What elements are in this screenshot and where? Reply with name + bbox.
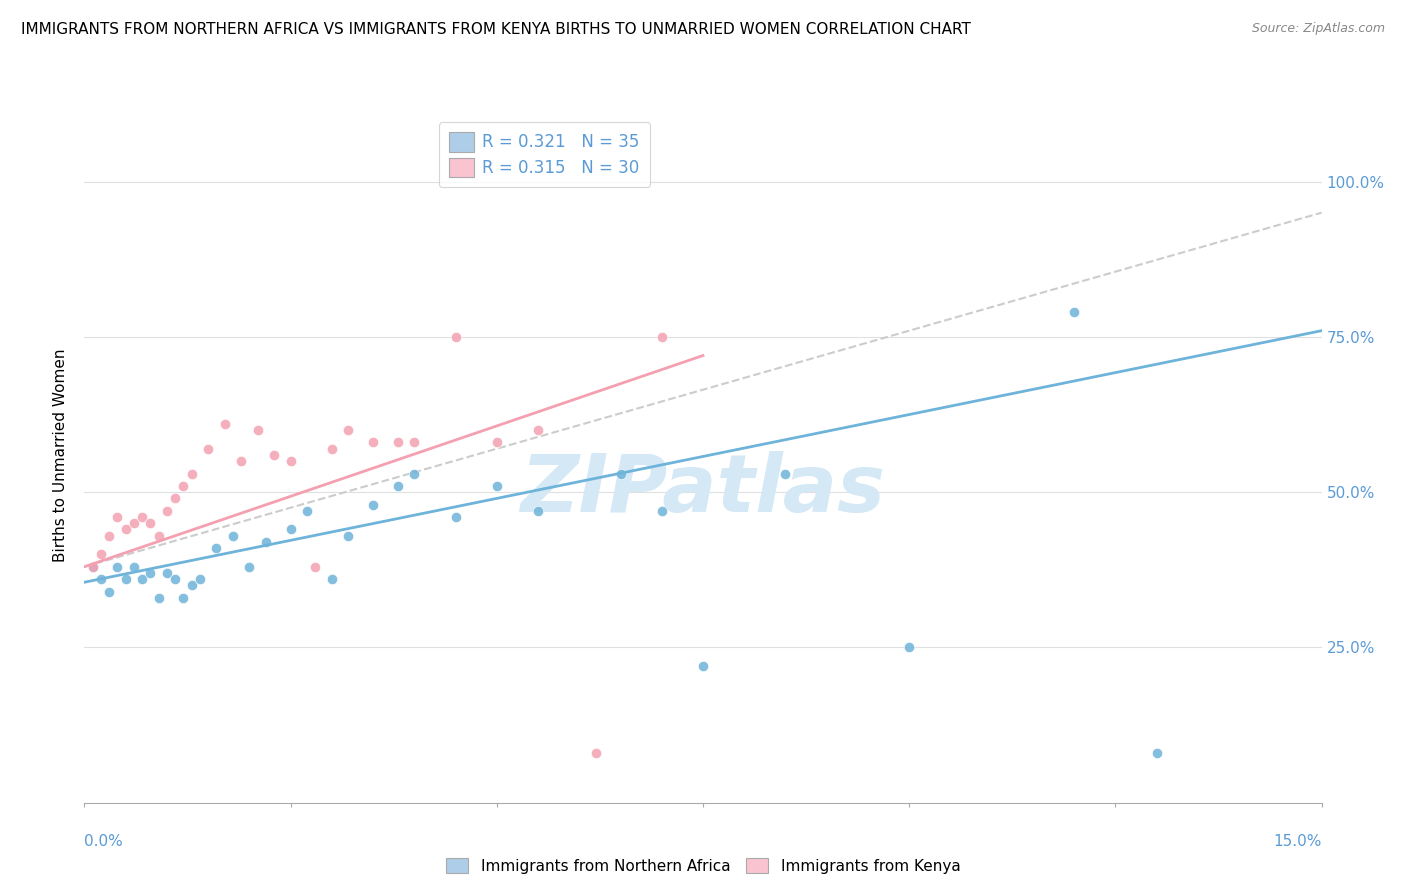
Point <box>98 529 121 543</box>
Text: IMMIGRANTS FROM NORTHERN AFRICA VS IMMIGRANTS FROM KENYA BIRTHS TO UNMARRIED WOM: IMMIGRANTS FROM NORTHERN AFRICA VS IMMIG… <box>21 22 972 37</box>
Point <box>295 504 318 518</box>
Point <box>775 467 797 481</box>
Point <box>90 547 112 561</box>
Point <box>404 467 426 481</box>
Point <box>122 516 145 531</box>
Point <box>197 442 219 456</box>
Point <box>114 523 136 537</box>
Point <box>280 523 302 537</box>
Point <box>527 504 550 518</box>
Point <box>485 479 508 493</box>
Point <box>131 572 153 586</box>
Point <box>263 448 285 462</box>
Point <box>404 435 426 450</box>
Point <box>361 498 384 512</box>
Point <box>692 659 714 673</box>
Point <box>180 578 202 592</box>
Point <box>387 435 409 450</box>
Point <box>105 510 128 524</box>
Point <box>165 491 187 506</box>
Point <box>321 572 343 586</box>
Point <box>98 584 121 599</box>
Point <box>139 516 162 531</box>
Point <box>148 591 170 605</box>
Point <box>337 529 360 543</box>
Point <box>444 510 467 524</box>
Point <box>105 559 128 574</box>
Point <box>90 572 112 586</box>
Text: 15.0%: 15.0% <box>1274 834 1322 849</box>
Legend: R = 0.321   N = 35, R = 0.315   N = 30: R = 0.321 N = 35, R = 0.315 N = 30 <box>439 122 650 187</box>
Point <box>229 454 252 468</box>
Y-axis label: Births to Unmarried Women: Births to Unmarried Women <box>53 348 69 562</box>
Point <box>254 535 277 549</box>
Point <box>172 479 194 493</box>
Text: ZIPatlas: ZIPatlas <box>520 450 886 529</box>
Text: Source: ZipAtlas.com: Source: ZipAtlas.com <box>1251 22 1385 36</box>
Point <box>361 435 384 450</box>
Point <box>527 423 550 437</box>
Point <box>172 591 194 605</box>
Point <box>222 529 245 543</box>
Point <box>651 504 673 518</box>
Point <box>304 559 326 574</box>
Point <box>651 330 673 344</box>
Point <box>1063 305 1085 319</box>
Point <box>444 330 467 344</box>
Point <box>148 529 170 543</box>
Point <box>609 467 631 481</box>
Point <box>156 566 179 580</box>
Text: 0.0%: 0.0% <box>84 834 124 849</box>
Point <box>82 559 104 574</box>
Point <box>321 442 343 456</box>
Point <box>188 572 211 586</box>
Point <box>205 541 228 555</box>
Point <box>82 559 104 574</box>
Point <box>337 423 360 437</box>
Point <box>280 454 302 468</box>
Legend: Immigrants from Northern Africa, Immigrants from Kenya: Immigrants from Northern Africa, Immigra… <box>440 852 966 880</box>
Point <box>238 559 260 574</box>
Point <box>485 435 508 450</box>
Point <box>165 572 187 586</box>
Point <box>1146 746 1168 760</box>
Point <box>585 746 607 760</box>
Point <box>156 504 179 518</box>
Point <box>122 559 145 574</box>
Point <box>114 572 136 586</box>
Point <box>131 510 153 524</box>
Point <box>180 467 202 481</box>
Point <box>246 423 269 437</box>
Point <box>139 566 162 580</box>
Point <box>387 479 409 493</box>
Point <box>898 640 921 655</box>
Point <box>214 417 236 431</box>
